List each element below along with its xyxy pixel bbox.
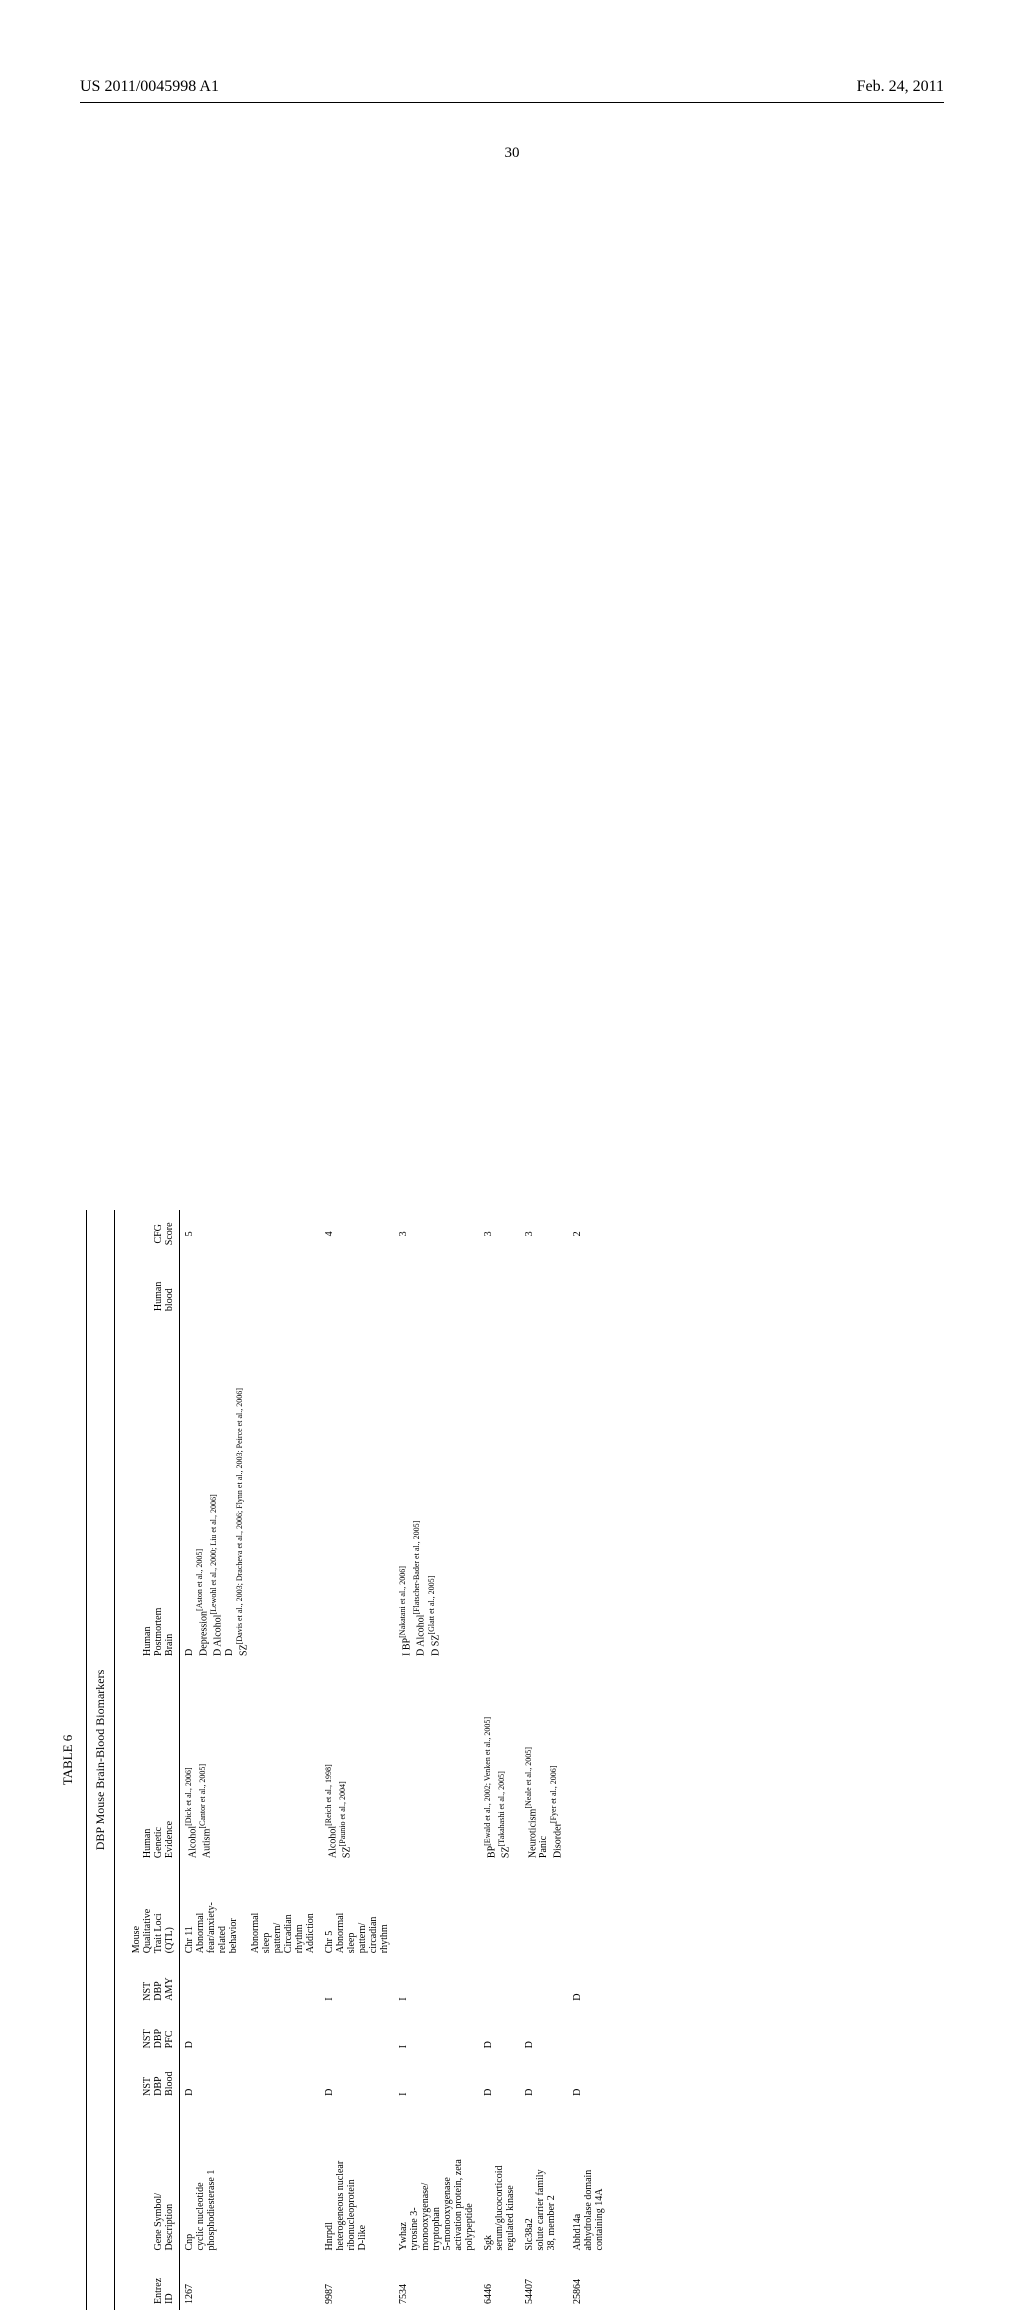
table-caption: TABLE 6 <box>60 1210 76 2310</box>
table-cell: Sgkserum/glucocorticoidregulated kinase <box>479 2102 520 2257</box>
page-header: US 2011/0045998 A1 Feb. 24, 2011 <box>0 78 1024 96</box>
table-cell <box>180 1959 321 2007</box>
table-cell <box>520 1317 568 1662</box>
table-cell: Chr 5Abnormalsleeppattern/circadianrhyth… <box>320 1864 394 1959</box>
table-cell: 1267 <box>180 2257 321 2310</box>
table-row: 6446Sgkserum/glucocorticoidregulated kin… <box>479 1210 520 2310</box>
table-cell <box>568 1662 609 1864</box>
table-cell: I <box>394 2007 479 2055</box>
table-cell: 25864 <box>568 2257 609 2310</box>
table-cell: Chr 11Abnormalfear/anxiety-relatedbehavi… <box>180 1864 321 1959</box>
table-cell: BP[Ewald et al., 2002; Venken et al., 20… <box>479 1662 520 1864</box>
table-cell <box>394 1258 479 1317</box>
table-cell <box>180 1258 321 1317</box>
table-row: 25864Abhd14aabhydrolase domaincontaining… <box>568 1210 609 2310</box>
table-cell: 7534 <box>394 2257 479 2310</box>
table-row: 7534Ywhaztyrosine 3-monooxygenase/trypto… <box>394 1210 479 2310</box>
table-cell: I <box>394 1959 479 2007</box>
table-cell <box>568 1317 609 1662</box>
table-container: TABLE 6 DBP Mouse Brain-Blood Biomarkers… <box>60 1210 930 2310</box>
table-cell <box>320 1317 394 1662</box>
table-cell <box>520 1258 568 1317</box>
col-human-genetic: HumanGeneticEvidence <box>127 1662 180 1864</box>
table-row: 9987Hnrpdlheterogeneous nuclearribonucle… <box>320 1210 394 2310</box>
table-cell <box>520 1959 568 2007</box>
header-rule <box>80 102 944 103</box>
table-cell: 9987 <box>320 2257 394 2310</box>
table-cell: D <box>180 2007 321 2055</box>
table-cell: 3 <box>394 1210 479 1258</box>
table-cell: 2 <box>568 1210 609 1258</box>
page-number: 30 <box>0 145 1024 162</box>
col-gene-symbol: Gene Symbol/Description <box>127 2102 180 2257</box>
table-row: 1267Cnpcyclic nucleotidephosphodiesteras… <box>180 1210 321 2310</box>
table-cell: 54407 <box>520 2257 568 2310</box>
table-cell: D <box>568 1959 609 2007</box>
table-cell <box>568 1864 609 1959</box>
table-cell: 3 <box>520 1210 568 1258</box>
table-cell: Slc38a2solute carrier family38, member 2 <box>520 2102 568 2257</box>
table-cell: D <box>479 2007 520 2055</box>
table-cell <box>568 1258 609 1317</box>
table-cell: 6446 <box>479 2257 520 2310</box>
table-header-row: EntrezID Gene Symbol/Description NSTDBPB… <box>127 1210 180 2310</box>
table-cell: Alcohol[Reich et al., 1998]SZ[Paunio et … <box>320 1662 394 1864</box>
table-cell <box>479 1258 520 1317</box>
table-cell: I <box>320 1959 394 2007</box>
table-cell <box>568 2007 609 2055</box>
table-cell: 3 <box>479 1210 520 1258</box>
col-nst-amy: NSTDBPAMY <box>127 1959 180 2007</box>
table-subcaption: DBP Mouse Brain-Blood Biomarkers <box>86 1210 115 2310</box>
col-nst-blood: NSTDBPBlood <box>127 2054 180 2102</box>
table-cell: D <box>180 2054 321 2102</box>
col-human-postmortem: HumanPostmortemBrain <box>127 1317 180 1662</box>
col-entrez-id: EntrezID <box>127 2257 180 2310</box>
table-cell: Abhd14aabhydrolase domaincontaining 14A <box>568 2102 609 2257</box>
table-cell <box>479 1317 520 1662</box>
table-cell: D <box>320 2054 394 2102</box>
biomarkers-table: EntrezID Gene Symbol/Description NSTDBPB… <box>127 1210 609 2310</box>
table-cell <box>394 1662 479 1864</box>
table-row: 54407Slc38a2solute carrier family38, mem… <box>520 1210 568 2310</box>
table-cell: I <box>394 2054 479 2102</box>
col-mouse-qtl: MouseQualitativeTrait Loci(QTL) <box>127 1864 180 1959</box>
table-cell: 4 <box>320 1210 394 1258</box>
table-cell: Alcohol[Dick et al., 2006]Autism[Cantor … <box>180 1662 321 1864</box>
table-cell: 5 <box>180 1210 321 1258</box>
col-cfg-score: CFGScore <box>127 1210 180 1258</box>
col-nst-pfc: NSTDBPPFC <box>127 2007 180 2055</box>
table-cell: D <box>520 2054 568 2102</box>
table-cell: Ywhaztyrosine 3-monooxygenase/tryptophan… <box>394 2102 479 2257</box>
table-cell <box>479 1959 520 2007</box>
table-cell: D <box>479 2054 520 2102</box>
table-cell <box>520 1864 568 1959</box>
table-cell: Hnrpdlheterogeneous nuclearribonucleopro… <box>320 2102 394 2257</box>
table-cell <box>479 1864 520 1959</box>
table-cell: Cnpcyclic nucleotidephosphodiesterase 1 <box>180 2102 321 2257</box>
col-human-blood: Humanblood <box>127 1258 180 1317</box>
table-cell: Neuroticism[Neale et al., 2005]PanicDiso… <box>520 1662 568 1864</box>
table-cell <box>320 2007 394 2055</box>
table-cell <box>320 1258 394 1317</box>
table-cell <box>394 1864 479 1959</box>
header-left: US 2011/0045998 A1 <box>80 78 219 96</box>
table-cell: D <box>520 2007 568 2055</box>
header-right: Feb. 24, 2011 <box>857 78 944 96</box>
table-cell: DDepression[Aston et al., 2005]D Alcohol… <box>180 1317 321 1662</box>
table-cell: D <box>568 2054 609 2102</box>
table-cell: I BP[Nakatani et al., 2006]D Alcohol[Fla… <box>394 1317 479 1662</box>
